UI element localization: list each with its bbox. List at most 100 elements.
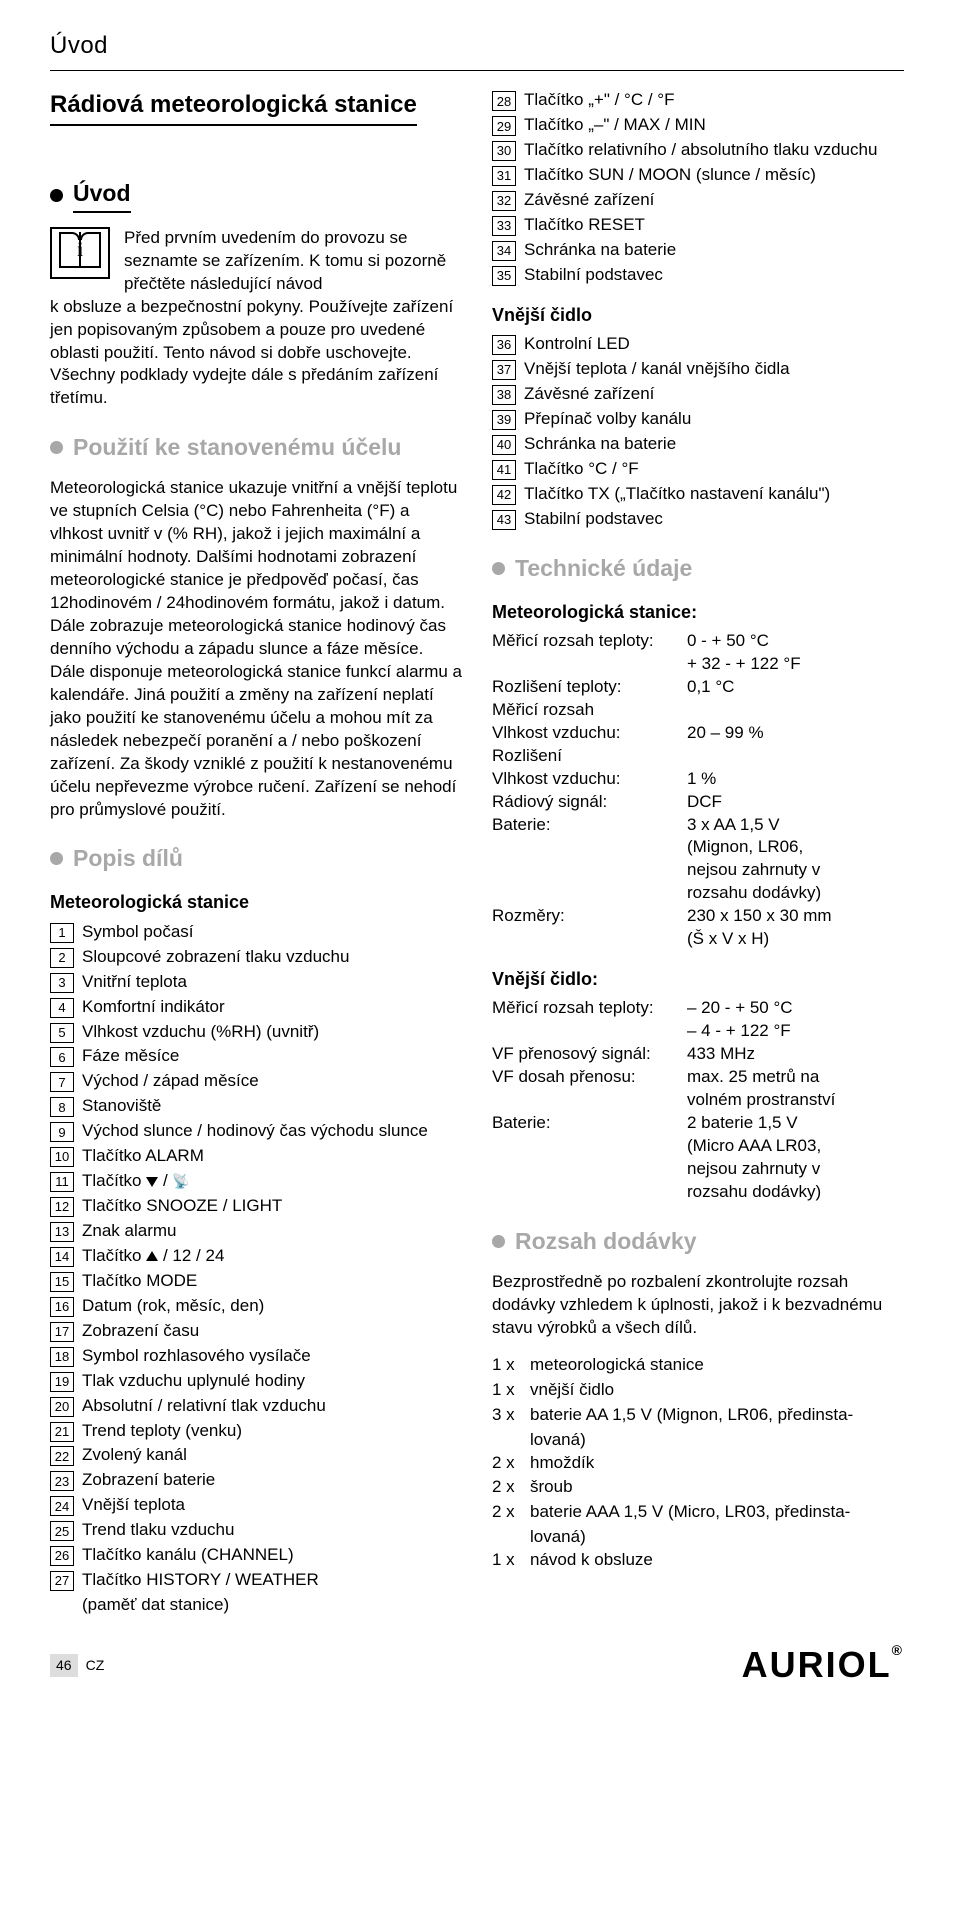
part-number-box: 28 [492,91,516,111]
spec-value [687,699,904,722]
part-item: 26Tlačítko kanálu (CHANNEL) [50,1544,462,1567]
delivery-qty: 2 x [492,1452,524,1475]
sub-vnejsi2: Vnější čidlo: [492,967,904,991]
delivery-qty: 2 x [492,1476,524,1499]
spec-label: VF přenosový signál: [492,1043,687,1066]
part-item: 32Závěsné zařízení [492,189,904,212]
spec-row: Rozlišení teploty:0,1 °C [492,676,904,699]
part-number-box: 24 [50,1496,74,1516]
pouziti-body: Meteorologická stanice ukazuje vnitřní a… [50,477,462,821]
delivery-text: šroub [530,1476,573,1499]
part-label: Symbol rozhlasového vysílače [82,1345,311,1368]
part-number-box: 16 [50,1297,74,1317]
part-label: Tlačítko SUN / MOON (slunce / měsíc) [524,164,816,187]
footer-left: 46 CZ [50,1654,104,1677]
part-label: Tlačítko MODE [82,1270,197,1293]
spec-row: Rozlišení [492,745,904,768]
spec-row: (Š x V x H) [492,928,904,951]
sub-meteo: Meteorologická stanice [50,890,462,914]
spec-value: 433 MHz [687,1043,904,1066]
part-number-box: 17 [50,1322,74,1342]
part-number-box: 42 [492,485,516,505]
spec-row: nejsou zahrnuty v [492,859,904,882]
part-label: Tlačítko / 12 / 24 [82,1245,224,1268]
intro-rest: k obsluze a bezpečnostní pokyny. Používe… [50,296,462,411]
part-label: Vnitřní teplota [82,971,187,994]
part-label: Přepínač volby kanálu [524,408,691,431]
spec-row: Měřicí rozsah teploty:– 20 - + 50 °C [492,997,904,1020]
part-label: Schránka na baterie [524,433,676,456]
delivery-text: hmoždík [530,1452,594,1475]
spec-value: 2 baterie 1,5 V [687,1112,904,1135]
part-number-box: 23 [50,1471,74,1491]
spec-label: Měřicí rozsah teploty: [492,630,687,653]
section-uvod: Úvod [50,178,462,213]
bullet-dot [50,852,63,865]
part-label: Tlačítko HISTORY / WEATHER [82,1569,319,1592]
delivery-qty: 3 x [492,1404,524,1427]
delivery-sub: lovaná) [530,1526,904,1549]
part-number-box: 2 [50,948,74,968]
part-item: 4Komfortní indikátor [50,996,462,1019]
part-number-box: 9 [50,1122,74,1142]
part-label: Tlačítko °C / °F [524,458,639,481]
section-popis: Popis dílů [50,843,462,874]
spec-label [492,1135,687,1158]
part-label: Sloupcové zobrazení tlaku vzduchu [82,946,349,969]
bullet-dot [492,1235,505,1248]
spec-value: + 32 - + 122 °F [687,653,904,676]
part-item: 6Fáze měsíce [50,1045,462,1068]
delivery-text: meteorologická stanice [530,1354,704,1377]
rozsah-body: Bezprostředně po rozbalení zkontrolujte … [492,1271,904,1340]
spec-value: DCF [687,791,904,814]
part-number-box: 11 [50,1172,74,1192]
page-number: 46 [50,1654,78,1677]
spec-row: VF přenosový signál:433 MHz [492,1043,904,1066]
spec-label [492,882,687,905]
part-item: 24Vnější teplota [50,1494,462,1517]
spec-row: Rozměry:230 x 150 x 30 mm [492,905,904,928]
spec-row: VF dosah přenosu:max. 25 metrů na [492,1066,904,1089]
spec-value: 0 - + 50 °C [687,630,904,653]
part-item: 35Stabilní podstavec [492,264,904,287]
part-number-box: 27 [50,1571,74,1591]
part-label: Kontrolní LED [524,333,630,356]
part-label: Tlačítko kanálu (CHANNEL) [82,1544,294,1567]
part-number-box: 34 [492,241,516,261]
part-item: 5Vlhkost vzduchu (%RH) (uvnitř) [50,1021,462,1044]
part-label: Tlačítko TX („Tlačítko nastavení kanálu"… [524,483,830,506]
delivery-text: baterie AA 1,5 V (Mignon, LR06, předinst… [530,1404,853,1427]
delivery-text: návod k obsluze [530,1549,653,1572]
spec-row: rozsahu dodávky) [492,1181,904,1204]
spec-row: rozsahu dodávky) [492,882,904,905]
part-number-box: 41 [492,460,516,480]
part-number-box: 29 [492,116,516,136]
part-label: Datum (rok, měsíc, den) [82,1295,264,1318]
part-number-box: 31 [492,166,516,186]
part-number-box: 19 [50,1372,74,1392]
part-item: 14Tlačítko / 12 / 24 [50,1245,462,1268]
footer-lang: CZ [86,1656,105,1675]
spec-label [492,653,687,676]
part-number-box: 33 [492,216,516,236]
part-item: 41 Tlačítko °C / °F [492,458,904,481]
delivery-item: 1 xnávod k obsluze [492,1549,904,1572]
delivery-qty: 2 x [492,1501,524,1524]
part-label: Tlačítko ALARM [82,1145,204,1168]
part-item: 43Stabilní podstavec [492,508,904,531]
part-label: Komfortní indikátor [82,996,225,1019]
part-number-box: 3 [50,973,74,993]
part-number-box: 40 [492,435,516,455]
section-rozsah: Rozsah dodávky [492,1226,904,1257]
part-label: Stanoviště [82,1095,161,1118]
part-label: Východ slunce / hodinový čas východu slu… [82,1120,428,1143]
part-label: Závěsné zařízení [524,383,654,406]
bullet-dot [50,189,63,202]
spec-value: volném prostranství [687,1089,904,1112]
part-item: 10Tlačítko ALARM [50,1145,462,1168]
part-number-box: 1 [50,923,74,943]
spec-row: Baterie:2 baterie 1,5 V [492,1112,904,1135]
delivery-item: 1 xvnější čidlo [492,1379,904,1402]
delivery-qty: 1 x [492,1354,524,1377]
part-item: 12Tlačítko SNOOZE / LIGHT [50,1195,462,1218]
